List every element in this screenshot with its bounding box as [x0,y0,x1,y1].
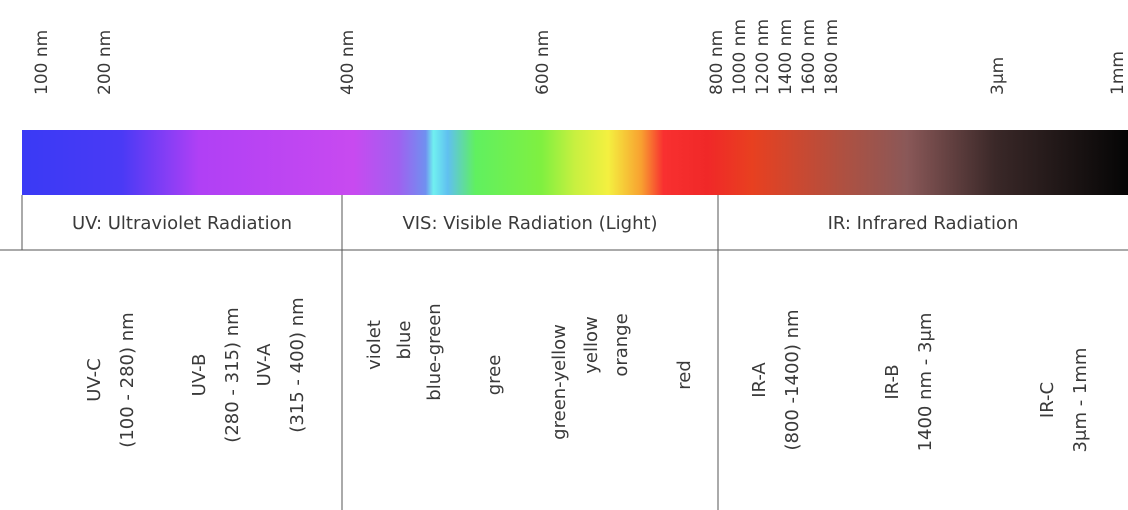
band-label: (100 - 280) nm [117,312,138,447]
column-header: VIS: Visible Radiation (Light) [402,213,657,234]
band-label: IR-C [1037,382,1058,418]
band-label: 3μm - 1mm [1070,348,1091,453]
scale-label: 100 nm [32,30,52,95]
band-label: red [674,360,695,390]
scale-label: 400 nm [338,30,358,95]
band-label: IR-B [882,364,903,399]
band-label: yellow [581,316,602,373]
band-label: (315 - 400) nm [287,297,308,432]
band-label: blue [394,321,415,360]
band-label: IR-A [749,362,770,398]
content: 100 nm 200 nm 400 nm 600 nm 800 nm 1000 nm 120… [32,19,1128,452]
scale-label: 3μm [988,57,1008,95]
band-label: 1400 nm - 3μm [915,313,936,452]
column-header: IR: Infrared Radiation [828,213,1019,234]
scale-label: 1000 nm [730,19,750,95]
scale-label: 200 nm [95,30,115,95]
scale-label: 1400 nm [776,19,796,95]
band-label: UV-A [254,343,275,387]
band-label: blue-green [424,303,445,400]
band-label: UV-B [189,354,210,397]
spectrum-bar [22,130,1128,195]
band-label: orange [611,313,632,376]
band-label: (280 - 315) nm [222,307,243,442]
band-label: UV-C [84,358,105,402]
column-header: UV: Ultraviolet Radiation [72,213,292,234]
scale-label: 1200 nm [753,19,773,95]
band-label: violet [364,320,385,370]
scale-label: 1mm [1108,51,1128,95]
band-label: (800 -1400) nm [782,309,803,450]
scale-label: 1800 nm [822,19,842,95]
band-label: green-yellow [549,324,570,440]
scale-label: 600 nm [533,30,553,95]
band-label: gree [484,355,505,396]
scale-label: 800 nm [707,30,727,95]
scale-label: 1600 nm [799,19,819,95]
